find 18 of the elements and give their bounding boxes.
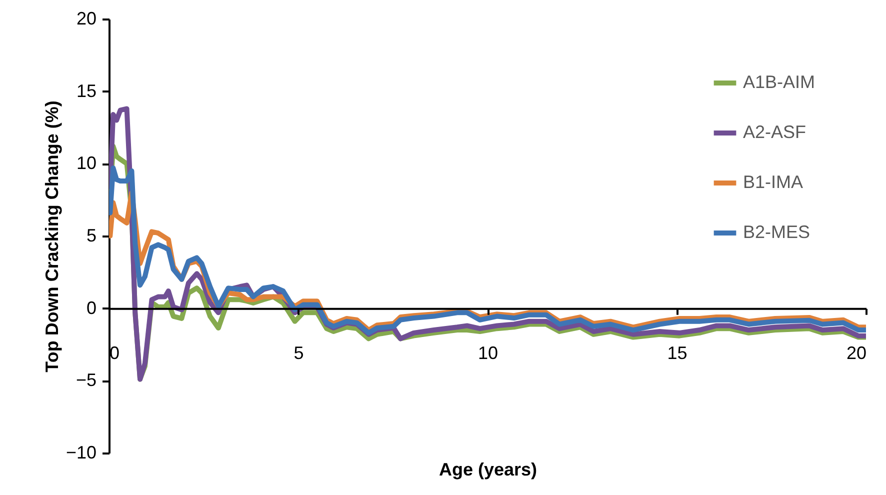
- legend-label: A2-ASF: [743, 122, 806, 142]
- x-tick-label: 20: [846, 342, 866, 363]
- y-tick-label: 10: [76, 153, 96, 174]
- x-tick-label: 5: [294, 342, 304, 363]
- x-axis-title: Age (years): [438, 460, 538, 480]
- y-tick-label: −5: [76, 370, 96, 390]
- legend-label: B1-IMA: [743, 172, 804, 192]
- y-tick-label: 15: [76, 80, 96, 101]
- legend-label: B2-MES: [743, 222, 810, 242]
- legend-label: A1B-AIM: [743, 72, 816, 92]
- x-tick-label: 0: [110, 342, 120, 363]
- x-tick-label: 10: [478, 342, 498, 363]
- y-tick-label: 20: [76, 8, 96, 28]
- y-tick-label: −10: [66, 442, 96, 462]
- y-axis-title: Top Down Cracking Change (%): [42, 100, 62, 372]
- y-tick-label: 5: [86, 226, 96, 246]
- y-tick-label: 0: [86, 298, 96, 318]
- x-tick-label: 15: [667, 342, 688, 363]
